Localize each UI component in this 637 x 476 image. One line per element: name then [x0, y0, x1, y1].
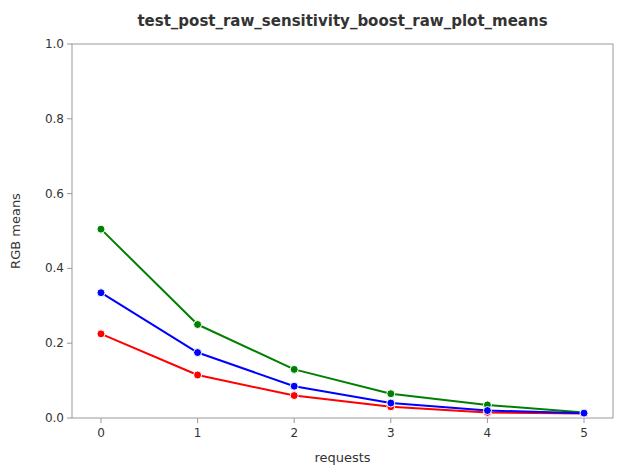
y-tick	[67, 343, 72, 344]
y-tick	[67, 44, 72, 45]
series-point	[580, 410, 588, 418]
y-axis-label: RGB means	[8, 193, 23, 269]
series-point	[387, 390, 395, 398]
series-line	[101, 229, 584, 412]
series-point	[194, 321, 202, 329]
y-tick-label: 0.0	[45, 411, 64, 425]
chart-title: test_post_raw_sensitivity_boost_raw_plot…	[137, 12, 547, 30]
y-tick-label: 0.6	[45, 187, 64, 201]
x-tick-label: 3	[387, 426, 395, 440]
y-tick	[67, 118, 72, 119]
x-tick-label: 2	[290, 426, 298, 440]
series-point	[580, 409, 588, 417]
y-tick-label: 0.2	[45, 336, 64, 350]
series-point	[483, 407, 491, 415]
y-tick-label: 0.8	[45, 112, 64, 126]
x-tick	[390, 418, 391, 423]
plot-area	[97, 225, 588, 417]
x-tick-label: 1	[194, 426, 202, 440]
series-point	[97, 225, 105, 233]
series-point	[97, 330, 105, 338]
chart-svg: 0.0 0.2 0.4 0.6 0.8 1.0 0 1 2 3 4 5 test_post_raw_se…	[0, 0, 637, 476]
series-point	[290, 365, 298, 373]
y-tick-label: 1.0	[45, 37, 64, 51]
x-tick	[487, 418, 488, 423]
series-point	[290, 392, 298, 400]
y-tick	[67, 418, 72, 419]
series-line	[101, 334, 584, 414]
x-tick	[197, 418, 198, 423]
series-point	[580, 408, 588, 416]
series-point	[387, 399, 395, 407]
chart-container: 0.0 0.2 0.4 0.6 0.8 1.0 0 1 2 3 4 5 test_post_raw_se…	[0, 0, 637, 476]
series-point	[194, 349, 202, 357]
series-point	[194, 371, 202, 379]
x-tick	[584, 418, 585, 423]
y-tick-label: 0.4	[45, 261, 64, 275]
x-tick-label: 5	[580, 426, 588, 440]
series-point	[290, 382, 298, 390]
x-tick-label: 4	[484, 426, 492, 440]
x-tick	[100, 418, 101, 423]
series-point	[97, 289, 105, 297]
x-tick-label: 0	[97, 426, 105, 440]
plot-frame	[72, 44, 613, 418]
series-line	[101, 293, 584, 413]
y-tick	[67, 193, 72, 194]
x-tick	[294, 418, 295, 423]
x-axis-label: requests	[314, 450, 370, 465]
y-tick	[67, 268, 72, 269]
